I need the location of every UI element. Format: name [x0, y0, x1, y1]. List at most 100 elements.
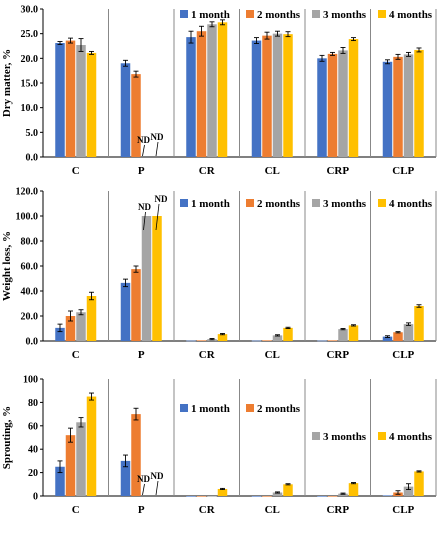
legend: 1 month 2 months 3 months 4 months — [180, 403, 433, 443]
y-tick-label: 40.0 — [21, 287, 39, 298]
bar — [348, 483, 359, 496]
bar — [262, 340, 272, 341]
bar — [196, 31, 207, 158]
nd-leader-line — [155, 141, 159, 157]
bar — [86, 296, 97, 341]
nd-leader-line — [142, 483, 145, 496]
nd-annotation: ND — [137, 135, 150, 145]
x-category-label: C — [72, 504, 80, 516]
y-axis-label: Dry matter, % — [1, 49, 13, 117]
bar — [196, 340, 207, 341]
bar — [382, 336, 393, 341]
y-tick-label: 0.0 — [26, 337, 39, 348]
y-tick-label: 20.0 — [21, 54, 39, 65]
y-tick-label: 0.0 — [26, 153, 39, 164]
bar — [131, 414, 141, 496]
bar — [196, 496, 207, 497]
y-axis-label: Weight loss, % — [1, 231, 13, 301]
x-category-label: CRP — [326, 504, 349, 516]
bar — [120, 282, 131, 341]
nd-annotation: ND — [151, 132, 164, 142]
x-category-label: C — [72, 165, 80, 177]
bar — [327, 496, 338, 497]
chart-panel-3: 0 20 40 60 80 100 Sprouting, % C P CR CL CRP CLP ND ND… — [1, 375, 437, 516]
legend: 1 month 2 months 3 months 4 months — [180, 198, 433, 210]
bar — [207, 24, 217, 157]
y-tick-label: 30.0 — [21, 5, 39, 16]
bar — [76, 312, 86, 341]
y-tick-label: 120.0 — [16, 187, 39, 198]
nd-annotation: ND — [138, 202, 151, 212]
bar — [338, 50, 348, 157]
legend-label: 3 months — [323, 431, 367, 443]
bar — [65, 316, 76, 341]
bar — [141, 216, 152, 341]
legend-swatch — [378, 10, 386, 18]
bar — [76, 45, 86, 157]
bar — [393, 56, 403, 157]
bar — [327, 53, 338, 157]
legend-label: 4 months — [389, 9, 433, 21]
x-category-label: CR — [199, 349, 216, 361]
bar — [283, 327, 293, 341]
bar — [317, 340, 327, 342]
legend-label: 1 month — [191, 9, 230, 21]
bar — [403, 486, 414, 496]
y-tick-label: 0 — [33, 492, 38, 503]
bar — [65, 435, 76, 496]
y-tick-label: 80.0 — [21, 237, 39, 248]
legend-label: 4 months — [389, 198, 433, 210]
bar — [338, 493, 348, 496]
x-category-label: CL — [265, 165, 280, 177]
y-tick-label: 60 — [28, 421, 38, 432]
legend-label: 3 months — [323, 9, 367, 21]
x-category-label: CR — [199, 165, 216, 177]
y-tick-label: 40 — [28, 445, 38, 456]
nd-leader-line — [142, 144, 145, 157]
legend-label: 2 months — [257, 9, 301, 21]
x-category-label: P — [138, 165, 145, 177]
legend-swatch — [378, 199, 386, 207]
bar — [283, 34, 293, 157]
legend-swatch — [180, 10, 188, 18]
bar — [152, 216, 162, 341]
legend-swatch — [312, 199, 320, 207]
bar — [283, 484, 293, 496]
y-tick-label: 20.0 — [21, 312, 39, 323]
bar — [272, 492, 283, 496]
y-tick-label: 10.0 — [21, 103, 39, 114]
bar — [403, 54, 414, 157]
nd-leader-line — [155, 203, 160, 231]
bar — [251, 340, 262, 342]
bar — [120, 460, 131, 496]
bar — [131, 74, 141, 157]
y-tick-label: 20 — [28, 468, 38, 479]
bar — [55, 466, 65, 496]
bar — [382, 495, 393, 497]
legend-swatch — [246, 10, 254, 18]
legend-swatch — [246, 199, 254, 207]
bar — [272, 33, 283, 157]
bar — [55, 327, 65, 341]
bar — [86, 396, 97, 496]
y-tick-label: 15.0 — [21, 79, 39, 90]
bar — [414, 471, 424, 496]
x-category-label: CRP — [326, 349, 349, 361]
nd-annotation: ND — [151, 471, 164, 481]
bar — [317, 496, 327, 497]
bar — [65, 40, 76, 157]
legend: 1 month 2 months 3 months 4 months — [180, 9, 433, 21]
x-category-label: CLP — [392, 504, 414, 516]
legend-label: 4 months — [389, 431, 433, 443]
x-category-label: P — [138, 504, 145, 516]
bar — [262, 35, 272, 157]
bar — [251, 40, 262, 157]
y-tick-label: 60.0 — [21, 262, 39, 273]
bar — [348, 39, 359, 157]
legend-label: 2 months — [257, 403, 301, 415]
bar — [393, 332, 403, 341]
bar — [76, 422, 86, 496]
y-tick-label: 5.0 — [26, 128, 39, 139]
bar — [207, 496, 217, 497]
